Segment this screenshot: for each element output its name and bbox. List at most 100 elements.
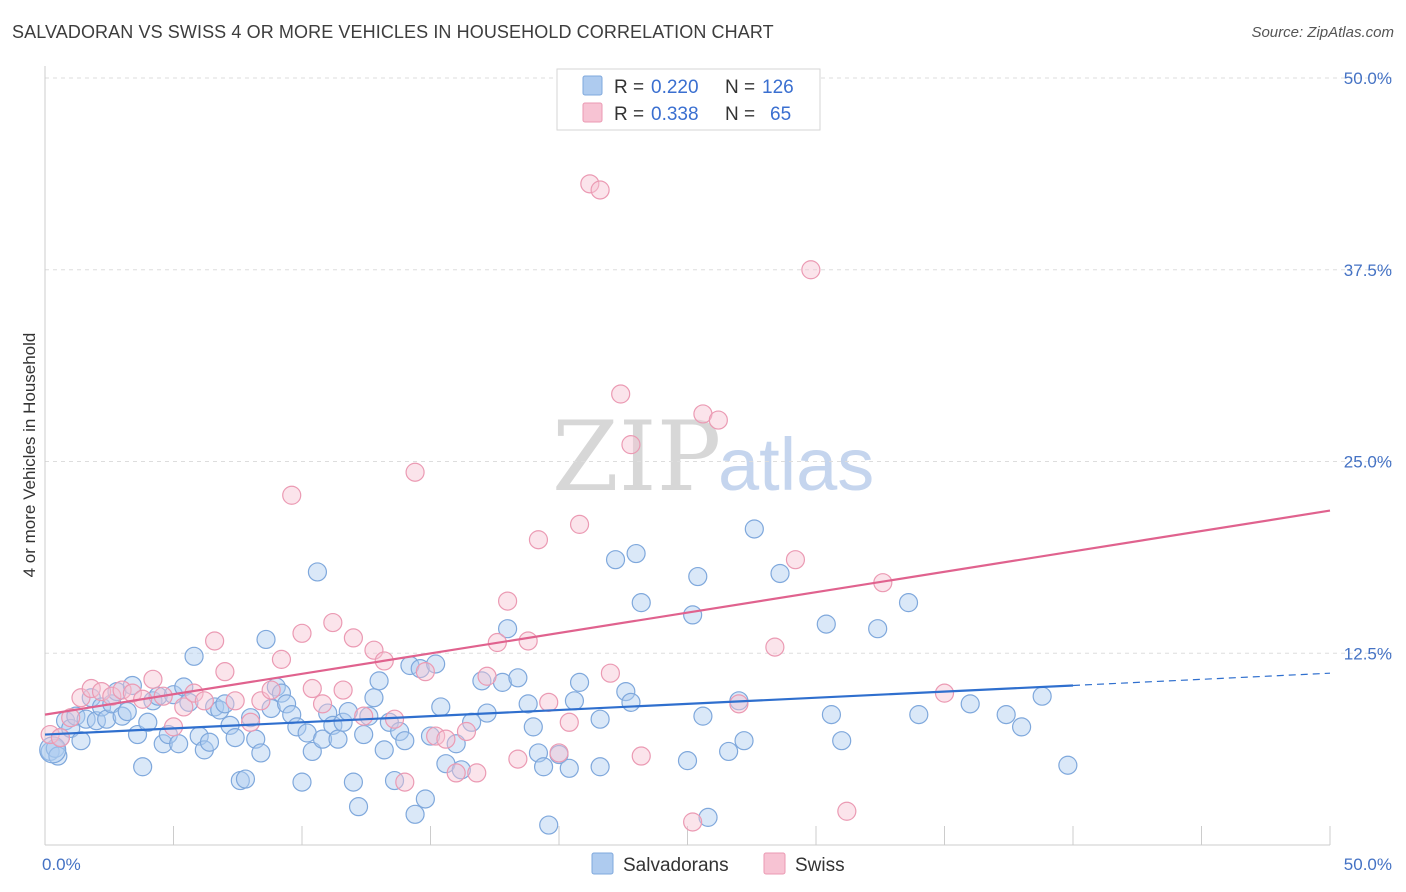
data-point	[261, 680, 281, 700]
data-point	[451, 760, 471, 780]
data-point	[518, 631, 538, 651]
data-point	[102, 686, 122, 706]
bottom-legend-swatch-swiss	[763, 852, 786, 875]
data-point	[384, 770, 405, 791]
source-credit: Source: ZipAtlas.com	[1251, 24, 1394, 41]
data-point	[498, 591, 518, 611]
data-point	[343, 772, 363, 792]
data-point	[420, 726, 441, 746]
y-axis-title: 4 or more Vehicles in Household	[20, 333, 39, 578]
data-point	[539, 692, 559, 712]
data-point	[143, 669, 163, 689]
data-point	[415, 789, 435, 809]
data-point	[498, 619, 518, 639]
axes	[44, 66, 1331, 846]
trend-line-salvadorans-extension	[1072, 672, 1331, 687]
data-point	[312, 694, 333, 714]
data-point	[559, 758, 579, 778]
data-point	[241, 708, 261, 728]
data-point	[354, 724, 374, 745]
data-point	[333, 712, 353, 732]
data-point	[235, 769, 256, 789]
data-point	[50, 728, 71, 748]
data-point	[590, 757, 610, 777]
watermark: ZIP atlas	[552, 401, 874, 513]
bottom-legend-label-salvadorans: Salvadorans	[623, 855, 729, 876]
data-point	[559, 712, 579, 732]
data-point	[734, 731, 754, 751]
watermark-atlas: atlas	[718, 423, 874, 506]
data-point	[821, 705, 842, 725]
data-point	[590, 709, 610, 729]
data-point	[683, 812, 703, 832]
data-point	[205, 631, 225, 651]
data-point	[184, 646, 204, 666]
data-point	[122, 675, 142, 696]
data-point	[677, 751, 698, 771]
data-point	[122, 683, 142, 703]
legend-swatch-swiss	[582, 102, 603, 123]
data-point	[282, 485, 302, 505]
data-point	[832, 731, 852, 751]
data-point	[518, 694, 538, 714]
legend-n-label: N =	[725, 104, 755, 125]
data-point	[405, 804, 425, 824]
data-point	[621, 692, 641, 712]
data-point	[153, 734, 173, 754]
data-point	[683, 605, 703, 625]
data-point	[934, 683, 955, 703]
data-point	[133, 757, 153, 777]
x-tick-label: 0.0%	[42, 855, 81, 874]
data-point	[909, 705, 929, 725]
legend-r-value-salvadorans: 0.220	[651, 77, 699, 98]
data-point	[138, 712, 158, 732]
data-point	[169, 734, 189, 754]
data-point	[39, 736, 67, 764]
data-point	[1058, 755, 1078, 775]
data-point	[898, 593, 919, 613]
data-point	[533, 757, 554, 777]
data-point	[868, 619, 888, 639]
series-salvadorans	[39, 519, 1078, 835]
data-point	[960, 694, 980, 714]
data-point	[446, 763, 466, 783]
data-point	[539, 815, 559, 835]
data-point	[688, 566, 708, 587]
data-point	[415, 662, 435, 682]
data-point	[564, 691, 585, 711]
data-point	[590, 180, 610, 200]
trend-lines	[44, 509, 1331, 736]
data-point	[528, 530, 549, 550]
data-point	[719, 741, 739, 762]
data-point	[549, 743, 569, 763]
data-point	[626, 543, 646, 564]
data-point	[194, 691, 214, 711]
data-point	[215, 662, 235, 682]
legend-n-label: N =	[725, 77, 755, 98]
series-swiss	[40, 174, 955, 832]
data-point	[256, 629, 276, 650]
trend-line-swiss	[44, 509, 1331, 716]
data-point	[410, 658, 430, 679]
data-point	[801, 260, 821, 280]
data-point	[71, 731, 91, 751]
data-point	[708, 410, 728, 430]
data-point	[323, 612, 343, 633]
data-point	[48, 746, 68, 766]
legend-r-label: R =	[614, 77, 644, 98]
data-point	[364, 688, 384, 708]
data-point	[1032, 686, 1052, 706]
data-point	[343, 628, 363, 648]
data-point	[174, 697, 194, 717]
data-point	[744, 519, 764, 539]
data-point	[276, 694, 297, 714]
data-point	[241, 712, 261, 732]
trend-line-salvadorans	[44, 684, 1074, 736]
data-point	[302, 741, 322, 762]
data-point	[508, 749, 528, 769]
data-point	[765, 637, 785, 657]
data-point	[477, 666, 497, 686]
bottom-legend-swatch-salvadorans	[591, 852, 614, 875]
data-point	[328, 729, 348, 749]
